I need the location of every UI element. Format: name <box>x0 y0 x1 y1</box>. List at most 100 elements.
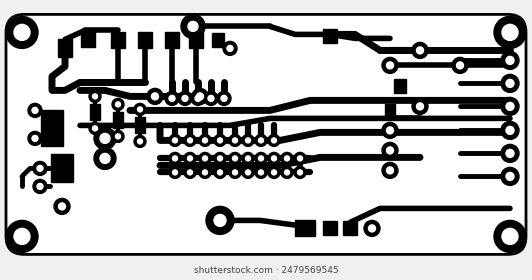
Circle shape <box>281 152 293 164</box>
Circle shape <box>100 133 110 143</box>
Circle shape <box>115 134 121 139</box>
Circle shape <box>297 156 303 161</box>
Circle shape <box>242 152 254 164</box>
Bar <box>394 80 406 94</box>
Circle shape <box>33 179 47 193</box>
Circle shape <box>188 21 198 31</box>
Bar <box>138 32 152 48</box>
Circle shape <box>28 103 42 117</box>
Circle shape <box>6 220 38 252</box>
Circle shape <box>221 95 227 101</box>
Circle shape <box>382 122 398 138</box>
Circle shape <box>456 62 463 69</box>
Circle shape <box>203 156 207 161</box>
Bar <box>165 32 179 48</box>
Circle shape <box>255 152 267 164</box>
Circle shape <box>506 80 514 87</box>
Circle shape <box>501 52 519 69</box>
Circle shape <box>115 102 121 107</box>
Circle shape <box>37 165 43 171</box>
Circle shape <box>229 134 241 146</box>
Circle shape <box>182 95 188 101</box>
Circle shape <box>89 90 101 102</box>
Circle shape <box>387 127 394 134</box>
Circle shape <box>169 166 181 178</box>
Circle shape <box>214 166 226 178</box>
Circle shape <box>137 139 143 144</box>
Circle shape <box>169 134 181 146</box>
Circle shape <box>93 94 97 99</box>
Circle shape <box>501 144 519 162</box>
Bar <box>212 33 224 47</box>
Circle shape <box>494 220 526 252</box>
Circle shape <box>178 91 192 105</box>
Circle shape <box>37 183 43 189</box>
Circle shape <box>204 91 218 105</box>
Circle shape <box>242 134 254 146</box>
Bar <box>189 32 203 48</box>
Circle shape <box>172 170 178 175</box>
Circle shape <box>33 161 47 175</box>
Circle shape <box>28 131 42 145</box>
Circle shape <box>32 136 38 141</box>
Circle shape <box>14 228 30 244</box>
Circle shape <box>206 206 234 234</box>
Circle shape <box>506 150 514 157</box>
Circle shape <box>382 162 398 178</box>
Circle shape <box>285 156 289 161</box>
Circle shape <box>501 97 519 115</box>
Circle shape <box>147 88 163 104</box>
Circle shape <box>59 203 65 210</box>
Circle shape <box>192 88 208 104</box>
Circle shape <box>268 134 280 146</box>
Circle shape <box>94 127 116 150</box>
Circle shape <box>137 107 143 112</box>
Circle shape <box>187 170 193 175</box>
Bar <box>343 221 357 235</box>
Circle shape <box>199 152 211 164</box>
Circle shape <box>218 170 222 175</box>
Circle shape <box>232 138 237 143</box>
Circle shape <box>169 152 181 164</box>
Bar <box>113 112 123 129</box>
Circle shape <box>502 228 518 244</box>
Circle shape <box>255 134 267 146</box>
Circle shape <box>100 153 110 164</box>
Circle shape <box>152 93 159 100</box>
Circle shape <box>227 45 233 52</box>
Circle shape <box>172 156 178 161</box>
Circle shape <box>369 225 376 232</box>
Circle shape <box>94 147 116 169</box>
Bar <box>58 39 72 57</box>
Circle shape <box>259 156 263 161</box>
Bar <box>385 104 395 116</box>
Circle shape <box>184 166 196 178</box>
Circle shape <box>208 95 214 101</box>
Bar <box>323 29 337 43</box>
Circle shape <box>294 166 306 178</box>
Circle shape <box>242 166 254 178</box>
Circle shape <box>203 170 207 175</box>
Circle shape <box>165 91 179 105</box>
Circle shape <box>364 220 380 236</box>
Circle shape <box>199 134 211 146</box>
Circle shape <box>245 138 251 143</box>
Circle shape <box>501 167 519 185</box>
Circle shape <box>271 170 277 175</box>
Circle shape <box>32 108 38 113</box>
Bar <box>135 117 145 133</box>
Circle shape <box>285 170 289 175</box>
Circle shape <box>187 156 193 161</box>
Circle shape <box>268 166 280 178</box>
Bar <box>81 29 95 47</box>
Circle shape <box>382 57 398 73</box>
Circle shape <box>271 156 277 161</box>
Circle shape <box>199 166 211 178</box>
Circle shape <box>259 138 263 143</box>
Circle shape <box>232 170 237 175</box>
Circle shape <box>54 199 70 214</box>
Circle shape <box>112 130 124 143</box>
Bar <box>90 104 100 120</box>
Circle shape <box>271 138 277 143</box>
Circle shape <box>382 143 398 158</box>
